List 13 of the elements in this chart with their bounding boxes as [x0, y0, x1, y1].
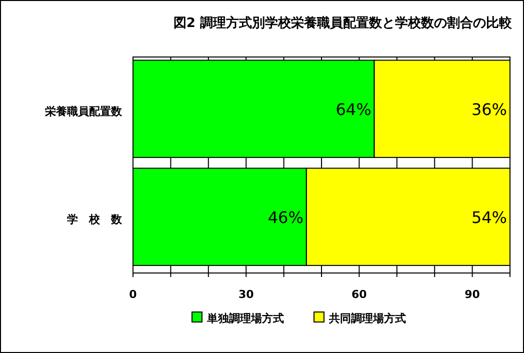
data-label: 36%: [471, 100, 507, 119]
legend-label: 共同調理場方式: [328, 312, 406, 325]
y-tick-label: 学 校 数: [67, 213, 123, 226]
data-label: 54%: [471, 208, 507, 227]
x-tick-label: 30: [238, 288, 254, 301]
data-label: 64%: [336, 100, 372, 119]
data-label: 46%: [268, 208, 304, 227]
x-tick-label: 60: [352, 288, 368, 301]
x-tick-label: 0: [129, 288, 138, 301]
legend-label: 単独調理場方式: [206, 312, 284, 325]
chart-title: 図2 調理方式別学校栄養職員配置数と学校数の割合の比較: [173, 15, 513, 31]
x-tick-label: 90: [464, 288, 480, 301]
y-tick-label: 栄養職員配置数: [45, 105, 123, 118]
